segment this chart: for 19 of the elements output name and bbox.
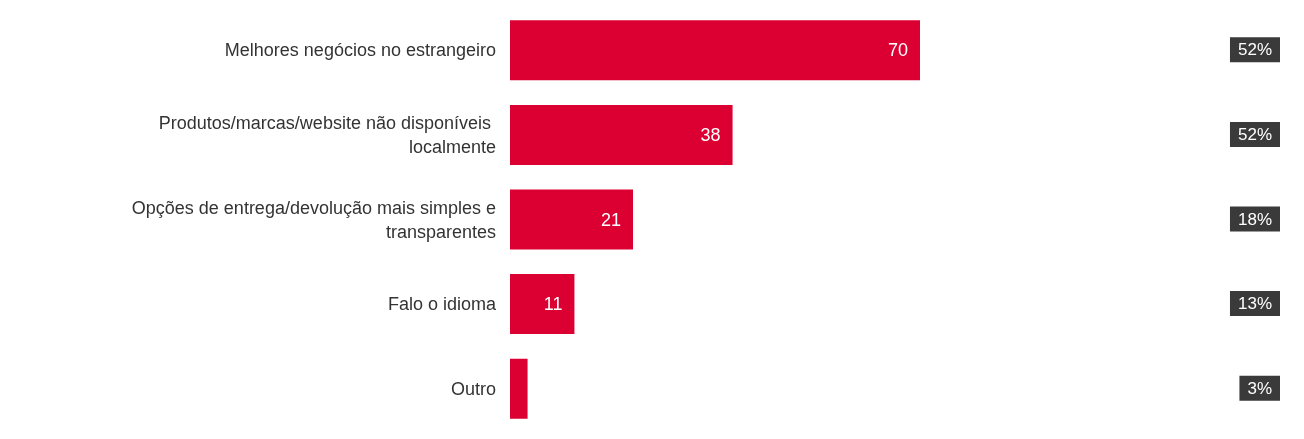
text: 3% xyxy=(1247,378,1273,398)
y-tick-label: Produtos/marcas/website não disponíveis localmente xyxy=(158,112,496,157)
y-tick-label: Opções de entrega/devolução mais simples e transparentes xyxy=(131,197,496,242)
data-label: 11 xyxy=(543,294,563,315)
bar xyxy=(510,274,575,335)
y-tick-label: Falo o idioma xyxy=(387,294,497,315)
bar xyxy=(510,104,733,165)
text: 13% xyxy=(1237,294,1273,314)
bar xyxy=(510,358,528,419)
text: 52% xyxy=(1237,40,1273,60)
data-label: 38 xyxy=(700,124,721,145)
y-tick-label: Melhores negócios no estrangeiro xyxy=(224,40,496,61)
text: 52% xyxy=(1237,124,1273,144)
text: 18% xyxy=(1237,209,1273,229)
y-tick-label: Outro xyxy=(450,378,496,399)
bar xyxy=(510,20,920,81)
data-label: 70 xyxy=(887,40,908,61)
bar xyxy=(510,189,633,250)
data-label: 21 xyxy=(600,209,621,230)
